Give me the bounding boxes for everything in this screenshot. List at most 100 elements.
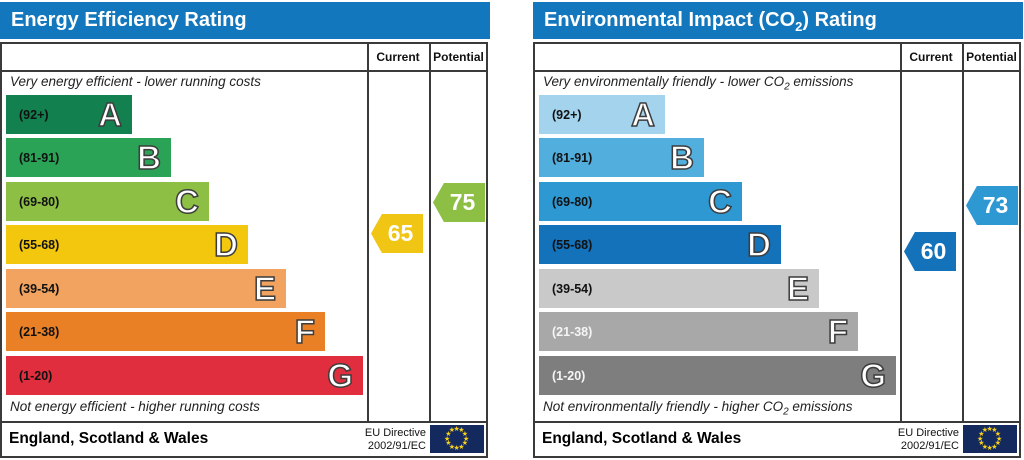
top-caption: Very environmentally friendly - lower CO…	[543, 71, 853, 93]
band-letter: F	[827, 312, 849, 350]
chart-title: Energy Efficiency Rating	[11, 9, 247, 31]
band-e: (39-54) E	[539, 269, 819, 308]
band-range-label: (55-68)	[19, 237, 60, 252]
band-letter: E	[786, 269, 810, 307]
band-d: (55-68) D	[539, 225, 781, 264]
band-letter: G	[327, 356, 354, 394]
column-divider	[429, 44, 431, 421]
current-rating-arrow: 60	[904, 232, 956, 271]
energy-efficiency-title-bar: Energy Efficiency Rating	[0, 2, 490, 39]
band-d: (55-68) D	[6, 225, 248, 264]
eu-flag-star: ★	[444, 435, 451, 443]
band-range-label: (21-38)	[552, 324, 593, 339]
eu-flag-star: ★	[458, 427, 465, 435]
top-caption-text: Very environmentally friendly - lower CO	[543, 74, 785, 89]
rating-table: Current Potential Very energy efficient …	[0, 42, 488, 458]
band-range-label: (1-20)	[552, 368, 586, 383]
chart-title-suffix: ) Rating	[802, 9, 877, 31]
environmental-impact-title-bar: Environmental Impact (CO2) Rating	[533, 2, 1023, 39]
band-c: (69-80) C	[6, 182, 209, 221]
eu-flag-star: ★	[445, 430, 452, 438]
column-divider	[367, 44, 369, 421]
header-divider	[2, 70, 486, 72]
region-label: England, Scotland & Wales	[9, 430, 209, 447]
bottom-caption: Not environmentally friendly - higher CO…	[543, 396, 852, 418]
rating-table: Current Potential Very environmentally f…	[533, 42, 1021, 458]
bottom-caption-text: Not energy efficient - higher running co…	[10, 399, 260, 414]
band-letter: D	[746, 225, 771, 263]
chart-footer: England, Scotland & Wales EU Directive 20…	[535, 424, 1019, 456]
top-caption-suffix: emissions	[789, 74, 854, 89]
potential-column-header: Potential	[966, 50, 1017, 64]
band-range-label: (39-54)	[552, 281, 593, 296]
potential-column-header: Potential	[433, 50, 484, 64]
region-label: England, Scotland & Wales	[542, 430, 742, 447]
current-rating-arrow: 65	[371, 214, 423, 253]
band-range-label: (92+)	[19, 107, 49, 122]
band-range-label: (1-20)	[19, 368, 53, 383]
chart-title: Environmental Impact (CO	[544, 9, 796, 31]
band-a: (92+) A	[539, 95, 665, 134]
eu-directive-line1: EU Directive	[364, 427, 426, 439]
band-f: (21-38) F	[539, 312, 858, 351]
column-divider	[900, 44, 902, 421]
band-b: (81-91) B	[539, 138, 704, 177]
band-letter: B	[136, 138, 161, 176]
eu-flag-icon: ★ ★ ★ ★ ★ ★ ★ ★ ★ ★ ★ ★	[430, 425, 484, 453]
eu-directive-line2: 2002/91/EC	[900, 440, 959, 452]
eu-directive-line1: EU Directive	[897, 427, 959, 439]
band-range-label: (81-91)	[552, 150, 593, 165]
eu-flag-star: ★	[978, 440, 985, 448]
band-range-label: (81-91)	[19, 150, 60, 165]
eu-flag-star: ★	[978, 430, 985, 438]
bottom-caption-suffix: emissions	[788, 399, 853, 414]
band-letter: C	[707, 182, 732, 220]
band-g: (1-20) G	[6, 356, 363, 395]
eu-flag-star: ★	[463, 435, 470, 443]
band-a: (92+) A	[6, 95, 132, 134]
band-range-label: (55-68)	[552, 237, 593, 252]
eu-flag-star: ★	[453, 426, 460, 433]
environmental-impact-chart: Environmental Impact (CO2) Rating Curren…	[533, 0, 1023, 460]
eu-flag-star: ★	[461, 440, 468, 448]
header-divider	[535, 70, 1019, 72]
eu-flag-star: ★	[996, 435, 1003, 443]
potential-rating-arrow: 75	[433, 183, 485, 222]
bottom-caption-text: Not environmentally friendly - higher CO	[543, 399, 784, 414]
band-letter: B	[669, 138, 694, 176]
eu-flag-star: ★	[461, 430, 468, 438]
eu-flag-star: ★	[448, 427, 456, 435]
band-range-label: (69-80)	[19, 194, 60, 209]
eu-flag-star: ★	[986, 426, 993, 433]
current-column-header: Current	[909, 50, 953, 64]
bottom-caption: Not energy efficient - higher running co…	[10, 396, 260, 418]
band-range-label: (21-38)	[19, 324, 60, 339]
eu-flag-star: ★	[991, 443, 998, 451]
band-range-label: (92+)	[552, 107, 582, 122]
eu-flag-star: ★	[977, 435, 984, 443]
band-letter: C	[174, 182, 199, 220]
band-letter: G	[860, 356, 887, 394]
band-letter: A	[630, 95, 655, 133]
eu-flag-star: ★	[981, 443, 989, 451]
eu-directive-label: EU Directive 2002/91/EC	[338, 427, 426, 453]
eu-directive-line2: 2002/91/EC	[367, 440, 426, 452]
band-letter: A	[97, 95, 122, 133]
band-b: (81-91) B	[6, 138, 171, 177]
eu-flag-star: ★	[453, 445, 460, 452]
eu-flag-star: ★	[986, 445, 993, 452]
eu-flag-star: ★	[994, 430, 1001, 438]
footer-divider	[2, 421, 486, 423]
eu-flag-star: ★	[994, 440, 1001, 448]
eu-flag-star: ★	[981, 427, 989, 435]
chart-footer: England, Scotland & Wales EU Directive 20…	[2, 424, 486, 456]
chart-title-subscript: 2	[795, 19, 803, 34]
eu-flag-star: ★	[448, 443, 456, 451]
band-letter: F	[294, 312, 316, 350]
eu-flag-star: ★	[991, 427, 998, 435]
eu-flag-star: ★	[458, 443, 465, 451]
top-caption-subscript: 2	[784, 81, 790, 93]
band-f: (21-38) F	[6, 312, 325, 351]
band-c: (69-80) C	[539, 182, 742, 221]
